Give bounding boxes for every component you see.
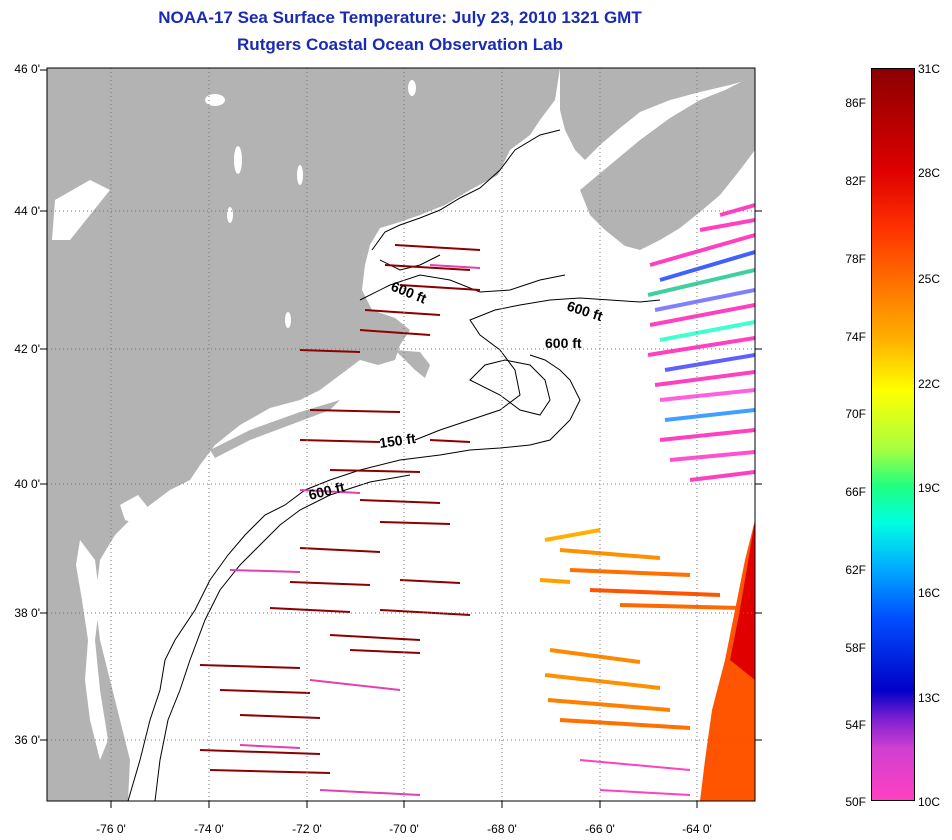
lake xyxy=(227,207,233,223)
bathymetry-contours xyxy=(127,254,661,801)
colorbar-f-label: 58F xyxy=(845,641,866,655)
colorbar-c-label: 10C xyxy=(918,795,941,809)
chesapeake-bay xyxy=(76,540,108,760)
land-canada xyxy=(560,68,755,160)
colorbar-f-label: 82F xyxy=(845,174,866,188)
colorbar-c-label: 28C xyxy=(918,166,941,180)
lat-label: 40 0' xyxy=(14,477,40,491)
map-subtitle: Rutgers Coastal Ocean Observation Lab xyxy=(237,35,563,54)
contour-label: 150 ft xyxy=(378,430,417,451)
lake xyxy=(297,165,303,185)
colorbar-c-label: 13C xyxy=(918,691,941,705)
land-long-island xyxy=(210,400,340,458)
land-nova-scotia xyxy=(580,78,755,250)
lake xyxy=(285,312,291,328)
colorbar-f-label: 54F xyxy=(845,718,866,732)
axis-ticks xyxy=(40,69,762,808)
lat-label: 36 0' xyxy=(14,733,40,747)
lat-label: 42 0' xyxy=(14,342,40,356)
lon-label: -74 0' xyxy=(194,822,224,836)
colorbar-c-label: 22C xyxy=(918,377,941,391)
colorbar-f-label: 74F xyxy=(845,330,866,344)
sst-swaths-southeast xyxy=(539,528,741,796)
lat-label: 38 0' xyxy=(14,606,40,620)
lat-label: 46 0' xyxy=(14,62,40,76)
lon-label: -66 0' xyxy=(585,822,615,836)
lon-label: -64 0' xyxy=(682,822,712,836)
lake-ontario xyxy=(52,180,110,240)
lake xyxy=(234,146,242,174)
colorbar-f-label: 66F xyxy=(845,485,866,499)
lon-label: -68 0' xyxy=(487,822,517,836)
colorbar-f-label: 86F xyxy=(845,96,866,110)
colorbar-f-label: 78F xyxy=(845,252,866,266)
lon-label: -72 0' xyxy=(292,822,322,836)
colorbar-f-label: 50F xyxy=(845,795,866,809)
colorbar-f-label: 70F xyxy=(845,407,866,421)
colorbar-c-label: 16C xyxy=(918,586,941,600)
colorbar-c-label: 19C xyxy=(918,481,941,495)
colorbar-c-label: 25C xyxy=(918,272,941,286)
colorbar-f-label: 62F xyxy=(845,563,866,577)
map-title: NOAA-17 Sea Surface Temperature: July 23… xyxy=(158,8,642,27)
sst-gulf-stream xyxy=(700,520,755,801)
colorbar-c-label: 31C xyxy=(918,62,941,76)
land-mainland xyxy=(47,68,560,801)
sst-gulf-stream-core xyxy=(730,520,755,680)
lake xyxy=(205,94,225,106)
lake xyxy=(408,80,416,96)
coastline xyxy=(371,129,561,251)
lon-label: -70 0' xyxy=(389,822,419,836)
sst-swaths-shelf-pink xyxy=(229,264,481,796)
lon-label: -76 0' xyxy=(96,822,126,836)
sst-swaths-shelf xyxy=(199,244,481,774)
temperature-colorbar xyxy=(871,68,915,801)
sst-swaths-northeast xyxy=(647,203,755,482)
map-frame xyxy=(46,67,756,802)
contour-label: 600 ft xyxy=(545,335,582,351)
lat-label: 44 0' xyxy=(14,204,40,218)
delaware-bay xyxy=(120,495,150,525)
